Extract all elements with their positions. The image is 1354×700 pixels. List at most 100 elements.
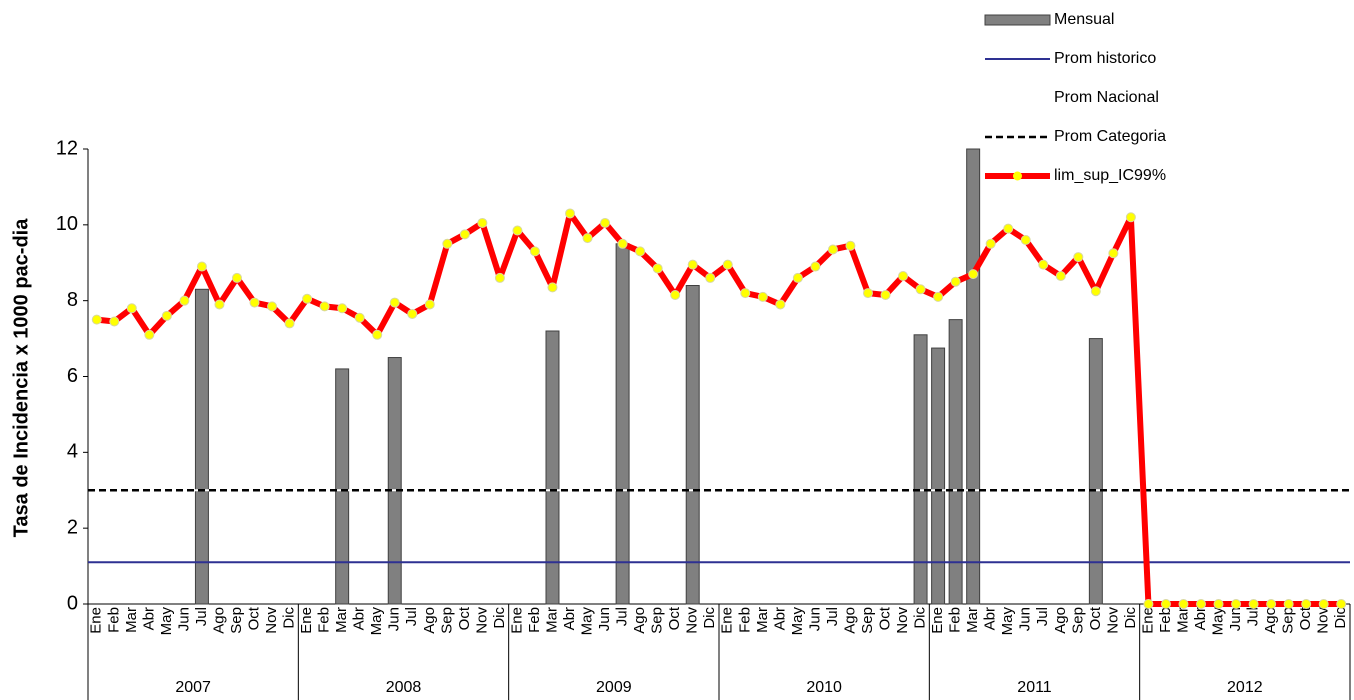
data-point xyxy=(109,316,120,327)
bar xyxy=(387,357,402,605)
x-tick-label: Sep xyxy=(1069,607,1086,634)
x-tick-label: Ago xyxy=(631,607,648,634)
x-tick-label: May xyxy=(1210,607,1227,636)
data-point xyxy=(547,282,558,293)
x-tick-label: Mar xyxy=(1174,607,1191,633)
data-point xyxy=(652,263,663,274)
x-tick-label: Feb xyxy=(1157,607,1174,633)
x-tick-label: Sep xyxy=(228,607,245,634)
x-tick-label: Jun xyxy=(386,607,403,631)
data-point xyxy=(880,289,891,300)
data-point xyxy=(144,329,155,340)
data-point xyxy=(126,303,137,314)
x-tick-label: Oct xyxy=(1087,606,1104,630)
x-tick-label: Feb xyxy=(736,607,753,633)
x-tick-label: Feb xyxy=(316,607,333,633)
data-point xyxy=(1055,271,1066,282)
x-tick-label: Mar xyxy=(964,607,981,633)
x-tick-label: Jun xyxy=(1227,607,1244,631)
x-tick-label: Nov xyxy=(263,607,280,634)
data-point xyxy=(968,269,979,280)
x-tick-label: Nov xyxy=(1104,607,1121,634)
bar xyxy=(615,243,630,605)
data-point xyxy=(1143,599,1154,609)
x-tick-label: Oct xyxy=(456,606,473,630)
data-point xyxy=(231,272,242,283)
data-point xyxy=(1073,252,1084,263)
x-tick-label: Mar xyxy=(333,607,350,633)
bar xyxy=(194,288,209,605)
data-point xyxy=(267,301,278,312)
x-tick-label: Jul xyxy=(614,607,631,626)
x-tick-label: May xyxy=(789,607,806,636)
x-tick-label: Sep xyxy=(859,607,876,634)
data-point xyxy=(600,217,611,228)
data-point xyxy=(705,272,716,283)
x-tick-label: Abr xyxy=(1192,607,1209,630)
x-tick-label: Jul xyxy=(1245,607,1262,626)
data-point xyxy=(91,314,102,325)
x-tick-label: Sep xyxy=(438,607,455,634)
x-tick-label: Oct xyxy=(245,606,262,630)
data-point xyxy=(494,272,505,283)
data-point xyxy=(1178,599,1189,609)
y-tick-label: 10 xyxy=(56,213,78,235)
data-point xyxy=(319,301,330,312)
data-point xyxy=(722,259,733,270)
x-tick-label: Ago xyxy=(1052,607,1069,634)
data-point xyxy=(915,284,926,295)
bar xyxy=(545,330,560,605)
data-point xyxy=(1108,248,1119,259)
legend-label: Prom Nacional xyxy=(1054,89,1159,106)
y-tick-label: 0 xyxy=(67,592,78,614)
data-point xyxy=(407,308,418,319)
data-point xyxy=(670,289,681,300)
data-point xyxy=(1020,235,1031,245)
x-tick-label: Ene xyxy=(929,607,946,634)
x-tick-label: Dic xyxy=(912,607,929,629)
x-tick-label: Abr xyxy=(351,607,368,630)
data-point xyxy=(687,259,698,270)
legend-label: Mensual xyxy=(1054,11,1114,28)
y-tick-label: 8 xyxy=(67,289,78,311)
bar xyxy=(685,285,700,605)
data-point xyxy=(1336,599,1347,609)
data-point xyxy=(1266,599,1277,609)
x-tick-label: Jul xyxy=(403,607,420,626)
data-point xyxy=(933,291,944,302)
group-label: 2010 xyxy=(806,679,842,696)
x-tick-label: Mar xyxy=(123,607,140,633)
data-point xyxy=(1318,599,1329,609)
x-tick-label: Jul xyxy=(193,607,210,626)
data-point xyxy=(302,293,313,304)
x-tick-label: Dic xyxy=(1122,607,1139,629)
data-point xyxy=(512,225,523,236)
y-axis-label: Tasa de Incidencia x 1000 pac-dia xyxy=(10,218,32,538)
x-tick-label: Ene xyxy=(508,607,525,634)
x-tick-label: Abr xyxy=(561,607,578,630)
bar xyxy=(966,148,981,605)
x-tick-label: Nov xyxy=(684,607,701,634)
data-point xyxy=(529,246,540,257)
x-tick-label: Sep xyxy=(649,607,666,634)
x-tick-label: Mar xyxy=(543,607,560,633)
legend-label: Prom Categoria xyxy=(1054,128,1166,145)
x-tick-label: Nov xyxy=(1315,607,1332,634)
legend-marker xyxy=(1013,171,1022,181)
x-tick-label: Jul xyxy=(824,607,841,626)
x-tick-label: Abr xyxy=(771,607,788,630)
y-tick-label: 12 xyxy=(56,137,78,159)
data-point xyxy=(424,299,435,310)
data-point xyxy=(442,238,453,249)
data-point xyxy=(1090,286,1101,297)
x-tick-label: Ene xyxy=(298,607,315,634)
data-point xyxy=(372,329,383,340)
bar xyxy=(335,368,350,605)
data-point xyxy=(1196,599,1207,609)
x-tick-label: Ene xyxy=(719,607,736,634)
data-point xyxy=(1038,259,1049,270)
data-point xyxy=(757,291,768,302)
x-tick-label: Jun xyxy=(806,607,823,631)
data-point xyxy=(179,295,190,306)
